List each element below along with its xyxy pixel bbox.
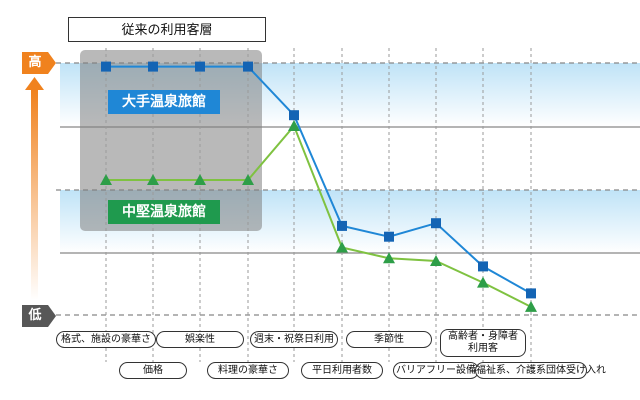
category-label-5: 平日利用者数 — [301, 362, 383, 379]
point-large-9 — [526, 288, 536, 299]
category-label-3: 料理の豪華さ — [207, 362, 289, 379]
scale-arrow — [25, 77, 44, 300]
point-medium-9 — [525, 300, 537, 312]
point-medium-4 — [288, 120, 300, 131]
category-label-1: 価格 — [119, 362, 187, 379]
category-label-7: バリアフリー設備 — [393, 362, 479, 379]
category-label-4: 週末・祝祭日利用 — [250, 331, 338, 348]
point-large-8 — [478, 261, 488, 272]
point-large-5 — [337, 220, 347, 231]
point-medium-1 — [147, 174, 159, 185]
series-line-medium — [106, 124, 532, 308]
point-large-2 — [195, 61, 205, 72]
point-large-0 — [101, 61, 111, 72]
category-label-2: 娯楽性 — [156, 331, 244, 348]
scale-arrow-head — [25, 77, 44, 90]
series-layer — [100, 61, 537, 312]
point-medium-6 — [383, 252, 395, 264]
point-large-6 — [384, 231, 394, 242]
chart-title: 従来の利用客層 — [68, 17, 266, 42]
grid-lines — [56, 62, 640, 316]
category-label-8: 高齢者・身障者 利用客 — [440, 329, 526, 357]
category-label-6: 季節性 — [346, 331, 432, 348]
point-medium-3 — [242, 174, 254, 185]
scale-high-label: 高 — [22, 52, 56, 74]
scale-low-label: 低 — [22, 305, 56, 327]
point-medium-0 — [100, 174, 112, 185]
point-medium-8 — [477, 276, 489, 288]
point-medium-2 — [194, 174, 206, 185]
category-label-0: 格式、施設の豪華さ — [56, 331, 156, 348]
point-large-7 — [431, 218, 441, 229]
point-large-1 — [148, 61, 158, 72]
point-large-4 — [289, 110, 299, 121]
series-line-large — [106, 65, 532, 295]
point-large-3 — [243, 61, 253, 72]
series-label-medium: 中堅温泉旅館 — [108, 200, 220, 224]
point-medium-7 — [430, 255, 442, 266]
series-label-large: 大手温泉旅館 — [108, 90, 220, 114]
point-medium-5 — [336, 241, 348, 253]
scale-arrow-shaft — [31, 90, 38, 300]
category-label-9: 福祉系、介護系団体受け入れ — [475, 362, 606, 379]
